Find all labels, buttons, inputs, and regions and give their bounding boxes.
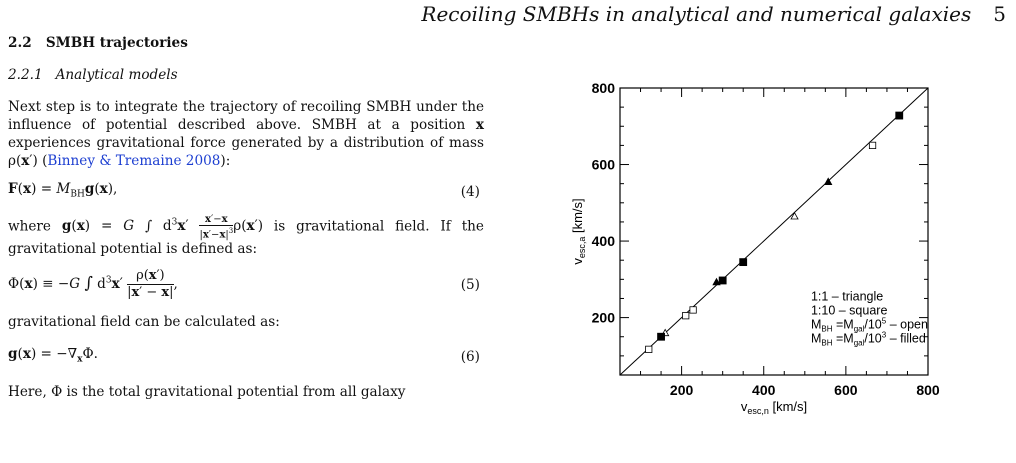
data-point-triangle-open: [790, 211, 799, 220]
equation-5-body: Φ(x) ≡ −G ∫ d3x′ ρ(x′) |x′ − x|,: [8, 268, 178, 301]
legend-entry: MBH =Mgal/105 – open: [811, 316, 928, 333]
scatter-chart: 200 400 600 800 200 400 600 800 1:1 – triangle1…: [570, 80, 940, 416]
plot-frame: [619, 87, 929, 376]
x-tick-label: 800: [916, 382, 940, 398]
x-tick-label: 600: [834, 382, 858, 398]
data-point-square-filled: [739, 258, 748, 267]
p1-text-c: ′) (: [29, 153, 48, 169]
data-point-square-filled: [657, 332, 665, 341]
equation-6: g(x) = −∇xΦ. (6): [8, 345, 484, 369]
p1-vector-xp: x: [21, 153, 30, 169]
legend-entry: 1:10 – square: [811, 303, 887, 317]
equation-5: Φ(x) ≡ −G ∫ d3x′ ρ(x′) |x′ − x|, (5): [8, 268, 484, 301]
running-title: Recoiling SMBHs in analytical and numeri…: [421, 2, 972, 26]
equation-6-number: (6): [460, 348, 480, 365]
x-tick-label: 200: [670, 382, 694, 398]
paragraph-4: Here, Φ is the total gravitational poten…: [8, 383, 406, 400]
p1-vector-x: x: [475, 117, 484, 133]
p1-text-d: ):: [220, 153, 231, 169]
legend-entry: 1:1 – triangle: [811, 289, 883, 303]
x-tick-label: 400: [752, 382, 776, 398]
y-axis-label: vesc,a [km/s]: [570, 198, 587, 264]
subsection-title: Analytical models: [55, 67, 178, 83]
citation-link[interactable]: Binney & Tremaine 2008: [47, 153, 221, 169]
one-to-one-line: [619, 87, 929, 376]
paragraph-2: where g(x) = G ∫ d3x′ x′−x |x′−x|3 ρ(x′) i…: [8, 214, 484, 258]
section-number: 2.2: [8, 35, 32, 51]
legend-entry: MBH =Mgal/103 – filled: [811, 330, 926, 347]
section-heading: 2.2 SMBH trajectories: [8, 34, 484, 52]
data-point-square-open: [645, 345, 653, 353]
p1-text-b: experiences gravitational force generate…: [8, 135, 484, 169]
equation-6-body: g(x) = −∇xΦ.: [8, 346, 98, 365]
y-tick-label: 400: [592, 233, 616, 249]
data-point-square-open: [868, 141, 877, 149]
equation-4: F(x) = MBHg(x), (4): [8, 180, 484, 204]
data-point-triangle-filled: [824, 177, 833, 185]
y-tick-label: 800: [592, 80, 616, 96]
data-point-square-open: [682, 312, 690, 320]
text-column: 2.2 SMBH trajectories 2.2.1 Analytical m…: [8, 30, 484, 401]
equation-4-body: F(x) = MBHg(x),: [8, 181, 118, 200]
running-header: Recoiling SMBHs in analytical and numeri…: [421, 2, 1006, 26]
subsection-number: 2.2.1: [8, 67, 43, 83]
data-point-triangle-filled: [712, 277, 721, 286]
y-tick-label: 200: [592, 310, 616, 326]
page-number: 5: [993, 2, 1006, 26]
p2-text-b: is gravitational field. If the gravitati…: [8, 218, 484, 258]
data-point-square-filled: [895, 111, 904, 120]
x-axis-label: vesc,n [km/s]: [741, 399, 807, 416]
paragraph-3: gravitational field can be calculated as…: [8, 314, 280, 331]
section-title: SMBH trajectories: [45, 35, 188, 51]
inline-field-formula: g(x) = G ∫ d3x′ x′−x |x′−x|3 ρ(x′): [61, 213, 264, 241]
subsection-heading: 2.2.1 Analytical models: [8, 66, 484, 84]
equation-4-number: (4): [460, 183, 480, 200]
paragraph-1: Next step is to integrate the trajectory…: [8, 98, 484, 170]
data-point-square-open: [689, 306, 697, 314]
data-point-square-filled: [718, 276, 727, 285]
equation-5-number: (5): [460, 276, 480, 293]
p2-text-a: where: [8, 218, 62, 235]
y-tick-label: 600: [592, 157, 616, 173]
p1-text-a: Next step is to integrate the trajectory…: [8, 99, 484, 133]
